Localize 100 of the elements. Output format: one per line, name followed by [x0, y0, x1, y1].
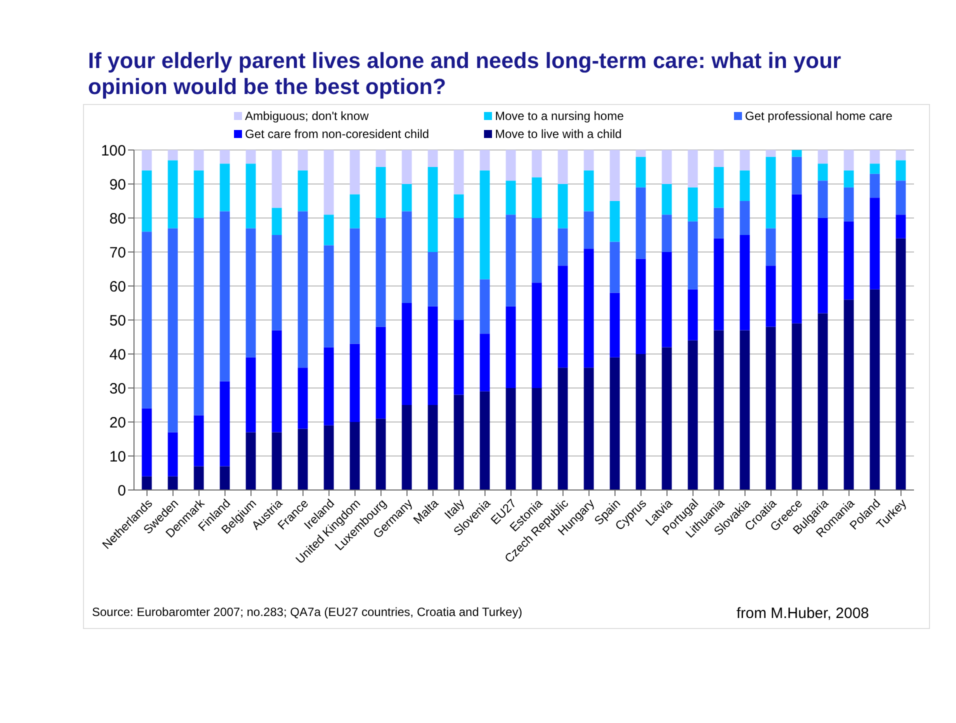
bar [194, 218, 204, 416]
bar [896, 238, 906, 490]
bar [532, 282, 542, 388]
bar [480, 279, 490, 334]
y-tick-label: 10 [109, 448, 126, 466]
bar [324, 150, 334, 215]
bar [142, 232, 152, 408]
bar [766, 150, 776, 157]
bar [584, 170, 594, 212]
bar [142, 476, 152, 490]
bar [662, 214, 672, 252]
legend-label: Ambiguous; don't know [245, 109, 369, 123]
bar [402, 211, 412, 303]
bar [610, 201, 620, 242]
bar [870, 150, 880, 164]
bar [558, 368, 568, 490]
bar [662, 347, 672, 490]
bar [818, 150, 828, 164]
bar [220, 466, 230, 490]
bar [818, 164, 828, 181]
bar [168, 476, 178, 490]
bar [896, 180, 906, 215]
y-tick-label: 50 [109, 312, 126, 330]
bar [792, 156, 802, 194]
legend-label: Move to a nursing home [495, 109, 624, 123]
bar [584, 368, 594, 490]
bar [766, 326, 776, 490]
legend-label: Get professional home care [745, 109, 892, 123]
bar [428, 405, 438, 490]
bar [870, 289, 880, 490]
bar [818, 313, 828, 490]
bar [272, 208, 282, 235]
bar [532, 177, 542, 218]
bar [610, 150, 620, 201]
bar [558, 184, 568, 228]
bar [844, 221, 854, 300]
bar [428, 167, 438, 252]
bar [298, 368, 308, 429]
y-tick-label: 90 [109, 176, 126, 194]
bar [376, 167, 386, 218]
bar [870, 174, 880, 198]
bar [896, 160, 906, 181]
bar [194, 415, 204, 466]
bar [480, 150, 490, 170]
bar [142, 150, 152, 170]
bar [376, 326, 386, 419]
bar [818, 180, 828, 218]
bar [324, 214, 334, 246]
bar [272, 235, 282, 330]
bar [194, 150, 204, 170]
legend-label: Move to live with a child [495, 127, 622, 141]
bar [194, 170, 204, 218]
bar [740, 330, 750, 490]
bar [350, 228, 360, 344]
bar [428, 150, 438, 167]
bar [688, 187, 698, 222]
bar [506, 214, 516, 306]
bar [766, 266, 776, 327]
bar [714, 238, 724, 330]
bar [428, 252, 438, 306]
bar [168, 150, 178, 160]
bar [688, 150, 698, 188]
bar [792, 150, 802, 157]
bar [844, 187, 854, 222]
bar [142, 408, 152, 476]
bar [558, 266, 568, 368]
bar [688, 221, 698, 290]
bar [532, 388, 542, 490]
y-tick-label: 40 [109, 346, 126, 364]
bar [376, 218, 386, 327]
bar [246, 164, 256, 228]
bar [428, 306, 438, 405]
bar [818, 218, 828, 314]
bar [506, 150, 516, 181]
bar [636, 150, 646, 157]
bar [610, 292, 620, 358]
y-tick-label: 100 [100, 142, 126, 160]
bar [662, 252, 672, 348]
bar [272, 150, 282, 208]
bar [584, 150, 594, 170]
bar [350, 344, 360, 422]
bar [454, 320, 464, 395]
bar [714, 330, 724, 490]
y-tick-label: 0 [118, 482, 126, 500]
bar [454, 218, 464, 320]
bar [272, 330, 282, 432]
bar [220, 164, 230, 212]
chart-title: If your elderly parent lives alone and needs long-term care: what in your opinion would be the best option? [87, 47, 842, 101]
bar [298, 170, 308, 212]
bar [558, 228, 568, 266]
bar [610, 242, 620, 293]
bar [532, 150, 542, 178]
bar [740, 170, 750, 201]
bar [636, 354, 646, 490]
bar [350, 194, 360, 228]
bar [610, 357, 620, 490]
bar [766, 156, 776, 228]
bar [844, 170, 854, 188]
bar [740, 201, 750, 235]
bar [844, 300, 854, 490]
